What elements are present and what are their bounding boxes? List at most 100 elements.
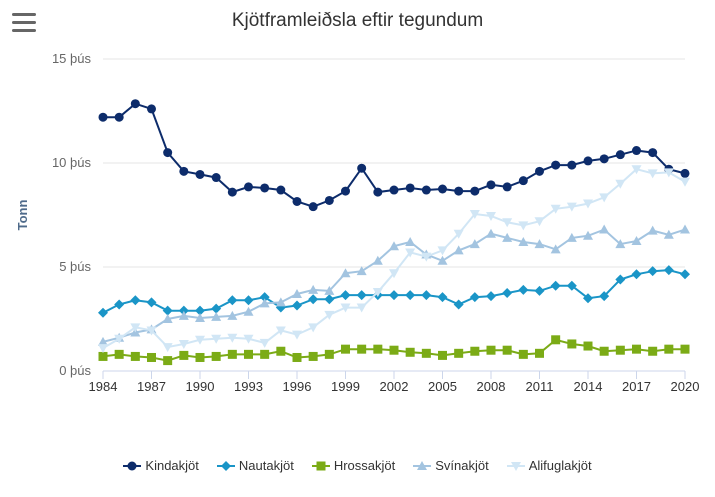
- legend-symbol: [123, 461, 142, 470]
- data-point: [275, 297, 286, 307]
- data-point: [276, 346, 286, 356]
- data-point: [243, 295, 254, 306]
- data-point: [244, 349, 253, 359]
- legend-symbol: [216, 460, 235, 471]
- data-point: [357, 344, 367, 354]
- data-point: [98, 344, 108, 354]
- data-point: [631, 236, 642, 245]
- data-point: [599, 291, 610, 302]
- data-point: [179, 350, 189, 360]
- data-point: [114, 299, 125, 310]
- data-point: [437, 246, 448, 256]
- data-point: [502, 345, 512, 355]
- data-point: [535, 166, 544, 176]
- data-point: [308, 284, 319, 294]
- data-point: [178, 339, 189, 349]
- y-tick-label: 15 þús: [52, 51, 92, 66]
- chart-legend: Kindakjöt Nautakjöt Hrossakjöt Svínakjöt Ali…: [0, 458, 715, 473]
- data-point: [162, 314, 173, 323]
- x-tick-label: 2008: [477, 379, 506, 394]
- data-point: [664, 344, 674, 354]
- legend-label: Alifuglakjöt: [528, 458, 592, 473]
- y-tick-label: 10 þús: [52, 155, 92, 170]
- data-point: [227, 333, 238, 343]
- legend-item[interactable]: Nautakjöt: [216, 458, 294, 473]
- data-point: [98, 307, 108, 318]
- data-point: [98, 351, 108, 361]
- data-point: [227, 310, 238, 320]
- data-point: [195, 312, 205, 322]
- legend-item[interactable]: Kindakjöt: [123, 458, 199, 473]
- legend-label: Kindakjöt: [145, 458, 199, 473]
- data-point: [130, 295, 141, 306]
- data-point: [469, 292, 480, 303]
- data-point: [453, 299, 464, 310]
- data-point: [615, 274, 626, 285]
- data-point: [631, 269, 642, 280]
- x-tick-label: 2020: [671, 379, 700, 394]
- x-tick-label: 2002: [380, 379, 409, 394]
- data-point: [356, 303, 367, 313]
- data-point: [421, 290, 432, 301]
- x-tick-label: 1996: [283, 379, 312, 394]
- data-point: [454, 186, 464, 196]
- data-point: [324, 285, 335, 295]
- data-point: [162, 305, 173, 316]
- data-point: [356, 266, 367, 276]
- data-point: [663, 265, 674, 276]
- data-point: [599, 224, 610, 234]
- data-point: [308, 202, 318, 212]
- data-point: [405, 290, 416, 301]
- hamburger-menu-icon[interactable]: [12, 13, 36, 33]
- data-point: [114, 349, 124, 359]
- legend-item[interactable]: Alifuglakjöt: [506, 458, 592, 473]
- data-point: [647, 225, 658, 235]
- legend-label: Hrossakjöt: [333, 458, 396, 473]
- x-tick-label: 1990: [186, 379, 215, 394]
- data-point: [566, 202, 577, 212]
- x-tick-label: 1984: [89, 379, 118, 394]
- chart-title: Kjötframleiðsla eftir tegundum: [231, 10, 484, 31]
- data-point: [599, 346, 609, 356]
- data-point: [502, 232, 513, 242]
- data-point: [615, 150, 625, 160]
- data-point: [373, 344, 383, 354]
- legend-item[interactable]: Hrossakjöt: [311, 458, 396, 473]
- data-point: [550, 244, 561, 254]
- data-point: [275, 326, 286, 336]
- data-point: [227, 295, 238, 306]
- data-point: [324, 310, 335, 320]
- legend-item[interactable]: Svínakjöt: [413, 458, 489, 473]
- data-point: [389, 269, 399, 279]
- data-point: [647, 266, 658, 277]
- data-point: [340, 303, 351, 313]
- data-point: [663, 229, 674, 239]
- data-point: [340, 268, 351, 278]
- data-point: [551, 335, 561, 345]
- data-point: [146, 297, 157, 308]
- data-point: [405, 248, 416, 258]
- data-point: [341, 344, 350, 354]
- data-point: [615, 179, 626, 189]
- data-point: [211, 334, 222, 344]
- x-tick-label: 2005: [428, 379, 457, 394]
- x-tick-label: 1987: [137, 379, 166, 394]
- data-point: [680, 344, 690, 354]
- data-point: [502, 288, 513, 298]
- data-point: [534, 217, 545, 227]
- data-point: [486, 212, 496, 222]
- menu-bar: [12, 13, 36, 16]
- data-point: [437, 255, 448, 265]
- data-point: [292, 300, 302, 311]
- data-point: [276, 185, 286, 195]
- data-point: [146, 326, 157, 336]
- data-point: [599, 193, 610, 203]
- data-point: [518, 284, 529, 295]
- data-point: [292, 196, 302, 206]
- data-point: [178, 305, 189, 316]
- x-tick-label: 2017: [622, 379, 651, 394]
- data-point: [179, 166, 189, 176]
- data-point: [648, 346, 658, 356]
- series-line-4: [102, 168, 686, 349]
- data-point: [486, 180, 496, 190]
